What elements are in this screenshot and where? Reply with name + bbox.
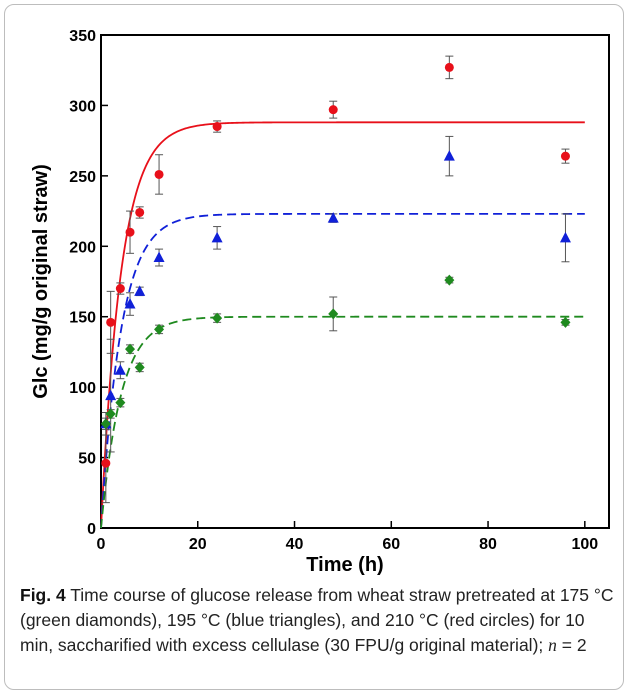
data-point-triangle (443, 150, 455, 161)
y-tick-label: 300 (69, 98, 96, 115)
plot-area-border (100, 34, 610, 529)
y-axis-title: Glc (mg/g original straw) (30, 164, 52, 398)
data-point-circle (154, 169, 164, 179)
data-point-triangle (134, 285, 146, 296)
x-tick-label: 40 (286, 536, 304, 553)
data-point-diamond (212, 312, 223, 324)
data-point-circle (106, 317, 116, 327)
x-tick-label: 20 (189, 536, 207, 553)
x-axis-title: Time (h) (306, 554, 383, 576)
fit-curve-circle (100, 121, 585, 529)
y-tick-label: 200 (69, 239, 96, 256)
fit-curve-diamond (100, 315, 585, 529)
data-point-circle (560, 151, 570, 161)
data-point-triangle (327, 212, 339, 223)
y-tick-label: 100 (69, 380, 96, 397)
x-tick-label: 0 (97, 536, 106, 553)
data-point-triangle (559, 231, 571, 243)
figure-frame (4, 4, 624, 690)
data-point-circle (135, 207, 145, 217)
data-point-circle (328, 105, 338, 115)
x-tick-label: 100 (571, 536, 598, 553)
data-point-triangle (105, 389, 117, 401)
data-point-diamond (328, 308, 339, 320)
caption-n-var: n (548, 635, 557, 655)
data-point-circle (101, 458, 111, 468)
figure-caption: Fig. 4 Time course of glucose release fr… (20, 583, 616, 658)
data-point-triangle (211, 231, 223, 243)
x-tick-label: 60 (382, 536, 400, 553)
data-point-diamond (100, 418, 111, 430)
data-point-triangle (153, 251, 165, 263)
data-point-triangle (114, 364, 126, 375)
caption-n-value: = 2 (556, 635, 587, 655)
data-point-diamond (134, 361, 145, 373)
y-tick-label: 50 (78, 451, 96, 468)
y-tick-label: 0 (87, 521, 96, 538)
chart: 0 20 40 60 80 100 0 50 100 150 200 250 300 350 Time (h… (30, 28, 610, 576)
caption-label: Fig. 4 (20, 585, 66, 605)
y-tick-label: 150 (69, 310, 96, 327)
data-point-triangle (124, 298, 136, 309)
x-tick-label: 80 (479, 536, 497, 553)
data-point-diamond (125, 343, 136, 355)
data-point-circle (212, 122, 222, 132)
data-point-diamond (115, 397, 126, 409)
y-tick-label: 350 (69, 28, 96, 45)
y-tick-label: 250 (69, 169, 96, 186)
data-point-circle (125, 227, 135, 237)
fit-curve-triangle (100, 212, 585, 529)
data-point-circle (115, 284, 125, 294)
data-point-diamond (560, 316, 571, 328)
data-point-diamond (154, 323, 165, 335)
data-point-circle (444, 62, 454, 72)
data-point-diamond (105, 408, 116, 420)
data-point-diamond (444, 274, 455, 286)
caption-text: Time course of glucose release from whea… (20, 585, 614, 655)
